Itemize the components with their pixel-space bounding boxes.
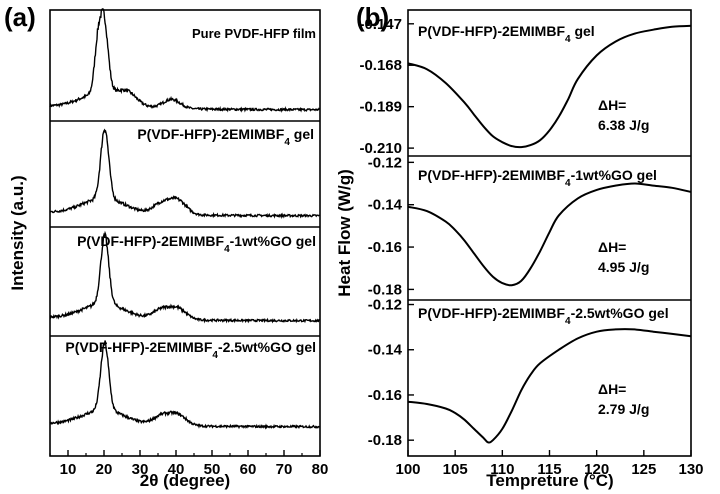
dsc-series-label: P(VDF-HFP)-2EMIMBF4-2.5wt%GO gel <box>418 305 669 327</box>
xrd-x-tick-label: 80 <box>312 461 329 478</box>
dsc-x-tick-label: 130 <box>678 461 703 478</box>
dsc-panel: P(VDF-HFP)-2EMIMBF4 gel ΔH= 6.38 J/g P(VDF-… <box>335 9 704 490</box>
xrd-x-tick-label: 50 <box>204 461 221 478</box>
dsc-y-tick-label: -0.18 <box>368 281 402 298</box>
enthalpy-value: 4.95 J/g <box>598 259 649 275</box>
dsc-series-label: P(VDF-HFP)-2EMIMBF4 gel <box>418 23 595 45</box>
dsc-y-tick-label: -0.18 <box>368 432 402 449</box>
panel-label-b: (b) <box>356 2 389 32</box>
xrd-series-label: P(VDF-HFP)-2EMIMBF4-1wt%GO gel <box>77 233 316 255</box>
enthalpy-value: 6.38 J/g <box>598 117 649 133</box>
dsc-y-tick-label: -0.14 <box>368 197 403 214</box>
dsc-y-tick-label: -0.210 <box>359 140 402 157</box>
xrd-x-tick-label: 60 <box>240 461 257 478</box>
enthalpy-label: ΔH= <box>598 381 626 397</box>
dsc-x-tick-label: 100 <box>395 461 420 478</box>
xrd-series-label: P(VDF-HFP)-2EMIMBF4 gel <box>137 126 314 148</box>
xrd-x-axis-label: 2θ (degree) <box>140 471 230 490</box>
dsc-y-tick-label: -0.12 <box>368 297 402 314</box>
dsc-x-axis-label: Tempreture (°C) <box>486 471 613 490</box>
xrd-x-tick-label: 70 <box>276 461 293 478</box>
dsc-x-tick-label: 105 <box>443 461 468 478</box>
dsc-series-line <box>407 182 692 287</box>
xrd-series-line <box>49 340 320 430</box>
xrd-y-axis-label: Intensity (a.u.) <box>8 175 27 290</box>
dsc-y-axis-label: Heat Flow (W/g) <box>335 169 354 296</box>
dsc-x-tick-label: 115 <box>537 461 561 478</box>
enthalpy-label: ΔH= <box>598 97 626 113</box>
panel-label-a: (a) <box>4 2 36 32</box>
dsc-series-line <box>407 328 692 444</box>
dsc-y-tick-label: -0.14 <box>368 342 403 359</box>
xrd-series-line <box>49 8 321 113</box>
dsc-y-tick-label: -0.12 <box>368 154 402 171</box>
dsc-y-tick-label: -0.189 <box>359 99 402 116</box>
xrd-x-tick-label: 20 <box>96 461 113 478</box>
xrd-x-tick-label: 40 <box>168 461 185 478</box>
dsc-y-tick-label: -0.16 <box>368 239 402 256</box>
enthalpy-label: ΔH= <box>598 239 626 255</box>
xrd-series-label: Pure PVDF-HFP film <box>192 26 316 41</box>
dsc-y-tick-label: -0.147 <box>359 16 402 33</box>
xrd-x-tick-label: 10 <box>60 461 77 478</box>
enthalpy-value: 2.79 J/g <box>598 401 649 417</box>
dsc-y-tick-label: -0.16 <box>368 387 402 404</box>
dsc-series-line <box>407 24 692 149</box>
xrd-series-line <box>49 128 320 220</box>
dsc-y-tick-label: -0.168 <box>359 57 402 74</box>
dsc-x-tick-label: 125 <box>631 461 656 478</box>
xrd-x-tick-label: 30 <box>132 461 149 478</box>
xrd-series-line <box>49 230 320 324</box>
xrd-series-label: P(VDF-HFP)-2EMIMBF4-2.5wt%GO gel <box>65 339 316 361</box>
dsc-x-tick-label: 110 <box>490 461 514 478</box>
dsc-x-tick-label: 120 <box>584 461 609 478</box>
xrd-frame <box>49 9 321 457</box>
xrd-panel: Pure PVDF-HFP film P(VDF-HFP)-2EMIMBF4 ge… <box>8 8 329 490</box>
